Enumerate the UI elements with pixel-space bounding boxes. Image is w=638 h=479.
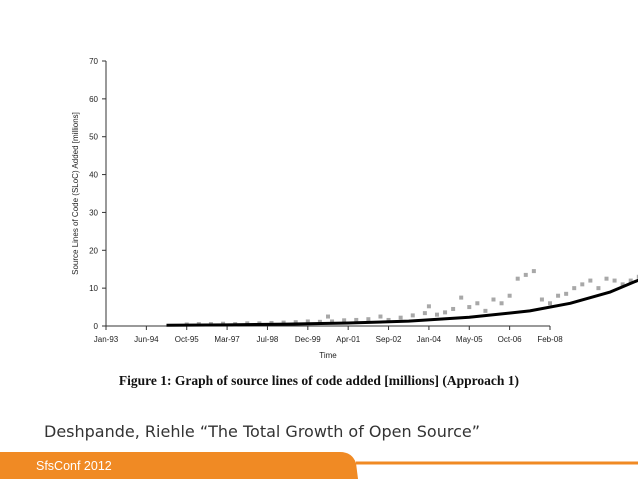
- y-tick-label: 10: [89, 284, 98, 293]
- x-tick-label: May-05: [456, 335, 483, 344]
- data-point: [281, 320, 286, 325]
- data-point: [548, 301, 552, 306]
- x-tick-label: Sep-02: [376, 335, 402, 344]
- x-tick-label: Oct-06: [498, 335, 523, 344]
- y-tick-label: 0: [94, 322, 99, 331]
- x-tick-label: Oct-95: [175, 335, 200, 344]
- x-tick-label: Feb-08: [537, 335, 563, 344]
- data-point: [443, 310, 448, 315]
- data-point: [596, 286, 601, 291]
- data-point: [366, 317, 371, 322]
- y-tick-label: 30: [89, 208, 98, 217]
- data-point: [483, 308, 488, 313]
- data-point: [515, 276, 520, 281]
- x-tick-label: Jun-94: [134, 335, 159, 344]
- data-point: [398, 315, 403, 320]
- footer-band: [0, 452, 638, 479]
- x-tick-label: Apr-01: [336, 335, 361, 344]
- data-point: [531, 269, 536, 274]
- data-point: [475, 301, 480, 306]
- data-point: [410, 313, 415, 318]
- data-point: [604, 276, 609, 281]
- x-tick-label: Dec-99: [295, 335, 321, 344]
- y-tick-label: 60: [89, 95, 98, 104]
- data-point: [636, 274, 638, 279]
- data-point: [378, 314, 383, 319]
- x-tick-label: Jan-93: [94, 335, 119, 344]
- data-point: [451, 306, 456, 311]
- footer-label: SfsConf 2012: [36, 459, 112, 473]
- data-point: [434, 312, 439, 317]
- data-point: [330, 319, 335, 324]
- data-point: [467, 305, 472, 310]
- trend-curve: [166, 278, 638, 327]
- data-point: [317, 319, 322, 324]
- data-point: [580, 282, 585, 287]
- y-ticks: 0 10 20 30 40 50 60 70: [89, 57, 106, 331]
- data-point: [539, 297, 544, 302]
- data-point: [305, 319, 310, 324]
- x-tick-label: Jul-98: [257, 335, 279, 344]
- y-tick-label: 20: [89, 246, 98, 255]
- y-tick-label: 70: [89, 57, 98, 66]
- figure-caption: Figure 1: Graph of source lines of code …: [118, 373, 520, 388]
- data-point: [422, 311, 427, 316]
- data-point: [612, 278, 617, 283]
- data-point: [499, 301, 504, 306]
- data-point: [386, 317, 391, 322]
- data-point: [588, 278, 593, 283]
- data-point: [507, 293, 512, 298]
- y-tick-label: 40: [89, 171, 98, 180]
- data-point: [342, 318, 347, 323]
- data-point: [620, 282, 625, 287]
- data-point: [293, 320, 298, 325]
- data-point: [556, 293, 561, 298]
- y-tick-label: 50: [89, 133, 98, 142]
- x-ticks: Jan-93 Jun-94 Oct-95 Mar-97 Jul-98 Dec-99 Apr-…: [94, 326, 563, 344]
- x-tick-label: Mar-97: [214, 335, 240, 344]
- citation-text: Deshpande, Riehle “The Total Growth of O…: [44, 422, 480, 441]
- data-point: [491, 297, 496, 302]
- y-axis-title: Source Lines of Code (SLoC) Added [milli…: [71, 112, 80, 275]
- data-point: [326, 314, 330, 319]
- x-axis-title: Time: [319, 351, 337, 360]
- data-point: [628, 278, 633, 283]
- data-point: [459, 295, 464, 300]
- x-tick-label: Jan-04: [417, 335, 442, 344]
- data-point: [564, 291, 569, 296]
- data-point: [426, 304, 431, 309]
- data-point: [354, 317, 359, 322]
- data-point: [523, 272, 528, 277]
- data-point: [572, 286, 577, 291]
